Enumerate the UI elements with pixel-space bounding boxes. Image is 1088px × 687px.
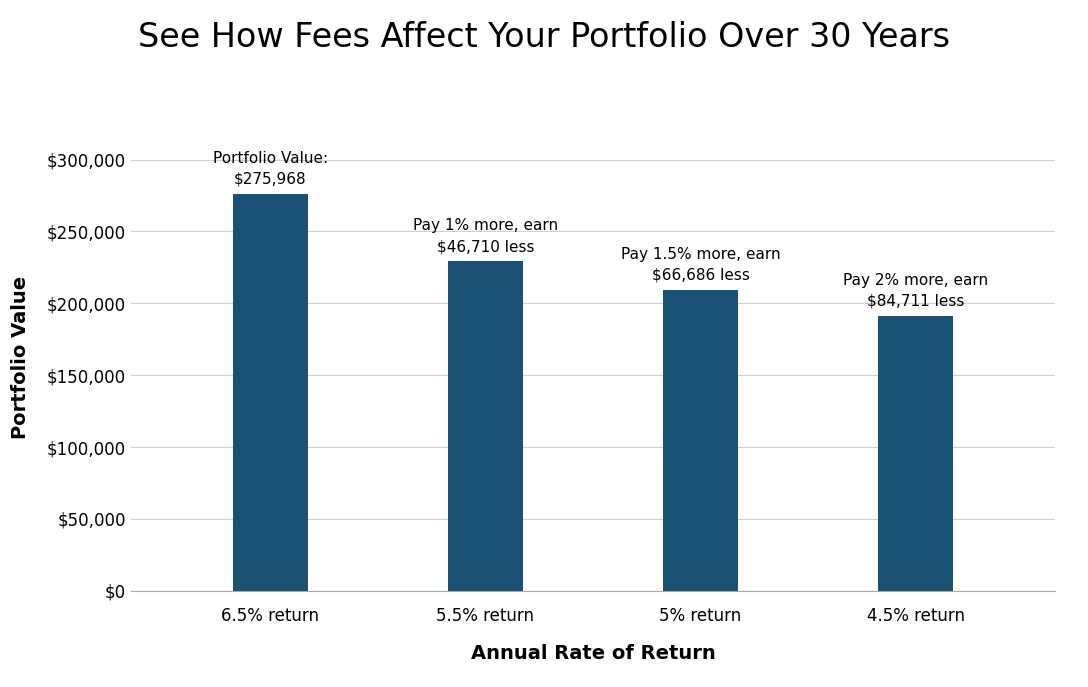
Text: See How Fees Affect Your Portfolio Over 30 Years: See How Fees Affect Your Portfolio Over …	[138, 21, 950, 54]
Bar	[448, 261, 523, 591]
Bar	[878, 316, 953, 591]
Text: Portfolio Value:
$275,968: Portfolio Value: $275,968	[213, 151, 327, 187]
Text: Pay 2% more, earn
$84,711 less: Pay 2% more, earn $84,711 less	[843, 273, 988, 308]
Y-axis label: Portfolio Value: Portfolio Value	[11, 275, 29, 439]
Text: Pay 1% more, earn
$46,710 less: Pay 1% more, earn $46,710 less	[412, 218, 558, 254]
Bar	[233, 194, 308, 591]
Bar	[663, 290, 738, 591]
Text: Pay 1.5% more, earn
$66,686 less: Pay 1.5% more, earn $66,686 less	[620, 247, 780, 283]
X-axis label: Annual Rate of Return: Annual Rate of Return	[471, 644, 715, 663]
